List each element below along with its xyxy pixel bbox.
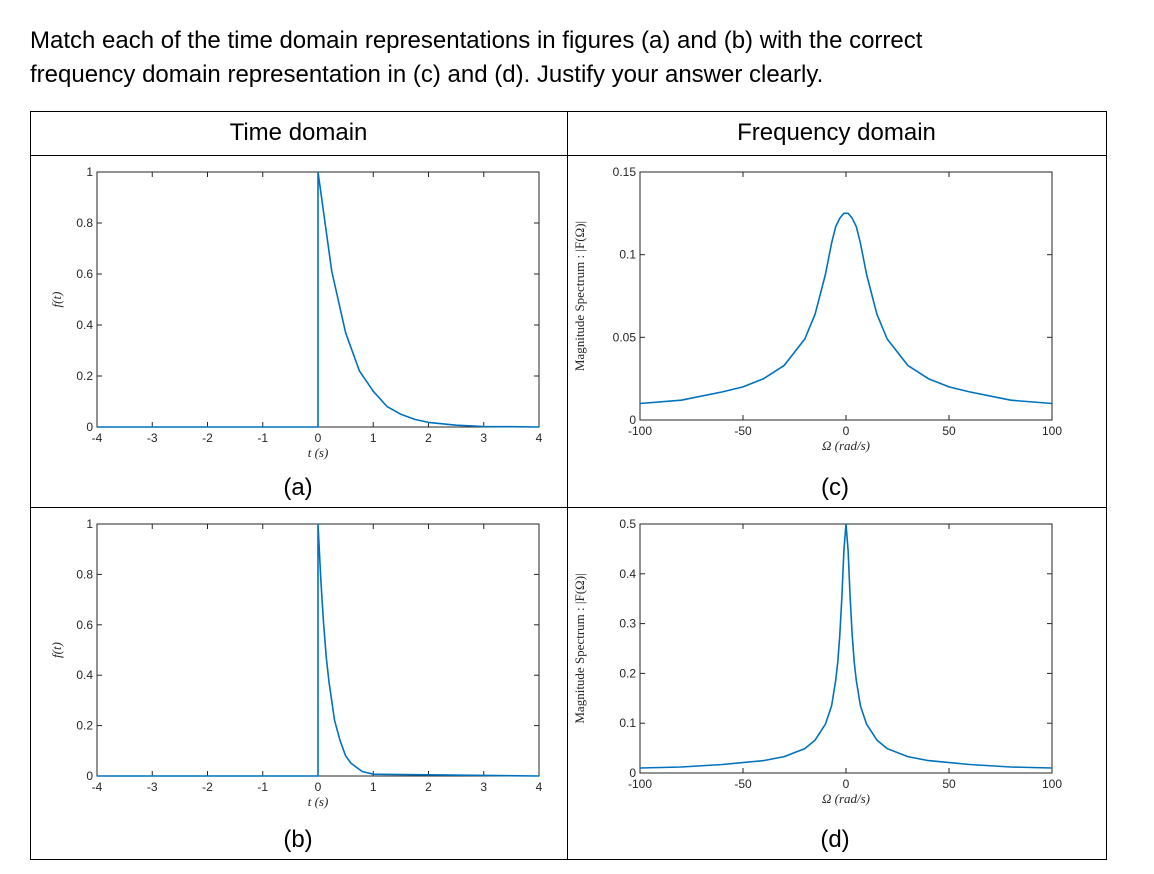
x-tick-label: -1 bbox=[257, 780, 268, 794]
plot-c: -100 -50 0 50 100 0 0.05 0.1 0.15 Ω (rad/s) Magnit… bbox=[572, 165, 1062, 453]
table-border-center bbox=[567, 111, 568, 860]
y-tick-label: 0.4 bbox=[619, 567, 636, 581]
table-border-bottom bbox=[30, 859, 1107, 860]
y-tick-label: 0.2 bbox=[619, 666, 636, 680]
x-tick-label: 50 bbox=[942, 777, 956, 791]
series-line bbox=[97, 171, 540, 428]
plot-b: -4 -3 -2 -1 0 1 2 3 4 0 0.2 0.4 0.6 0.8 1 t (s) f(t) bbox=[49, 517, 543, 809]
x-tick-label: -1 bbox=[257, 431, 268, 445]
y-tick-label: 0 bbox=[86, 420, 93, 434]
y-tick-label: 0.5 bbox=[619, 517, 636, 531]
x-tick-label: 100 bbox=[1042, 777, 1062, 791]
x-tick-label: 4 bbox=[536, 780, 543, 794]
y-tick-label: 0.1 bbox=[619, 248, 636, 262]
y-tick-label: 0.2 bbox=[76, 719, 93, 733]
x-tick-label: 0 bbox=[843, 424, 850, 438]
x-tick-label: 1 bbox=[370, 780, 377, 794]
y-tick-label: 0.15 bbox=[613, 165, 637, 179]
y-tick-label: 0.1 bbox=[619, 716, 636, 730]
axes-box bbox=[639, 523, 1053, 774]
x-tick-label: 4 bbox=[536, 431, 543, 445]
x-tick-label: 0 bbox=[315, 780, 322, 794]
question-line-1: Match each of the time domain representa… bbox=[30, 27, 923, 54]
header-frequency-domain: Frequency domain bbox=[737, 119, 936, 146]
plot-a: -4 -3 -2 -1 0 1 2 3 4 0 0.2 0.4 0.6 0.8 1 t (s) f(t) bbox=[49, 165, 543, 460]
y-tick-label: 0 bbox=[629, 413, 636, 427]
y-tick-label: 0.4 bbox=[76, 318, 93, 332]
x-tick-label: -4 bbox=[92, 780, 103, 794]
axes-box bbox=[639, 171, 1053, 421]
y-tick-label: 1 bbox=[86, 517, 93, 531]
y-tick-label: 0.3 bbox=[619, 617, 636, 631]
caption-a: (a) bbox=[283, 474, 313, 501]
table-border-header bbox=[30, 155, 1107, 156]
x-tick-label: 0 bbox=[315, 431, 322, 445]
y-tick-label: 0.8 bbox=[76, 567, 93, 581]
table-border-left bbox=[30, 111, 31, 860]
x-tick-label: -4 bbox=[92, 431, 103, 445]
y-tick-label: 0.05 bbox=[613, 330, 637, 344]
caption-c: (c) bbox=[821, 474, 849, 501]
y-tick-label: 0.6 bbox=[76, 618, 93, 632]
series-line bbox=[639, 212, 1053, 405]
x-tick-label: -2 bbox=[202, 780, 213, 794]
y-tick-label: 0.8 bbox=[76, 216, 93, 230]
caption-b: (b) bbox=[283, 826, 313, 853]
question-line-2: frequency domain representation in (c) a… bbox=[30, 61, 824, 88]
x-tick-label: 100 bbox=[1042, 424, 1062, 438]
y-axis-label: Magnitude Spectrum : |F(Ω)| bbox=[572, 573, 587, 723]
plot-d: -100 -50 0 50 100 0 0.1 0.2 0.3 0.4 0.5 Ω (rad/s) Ma… bbox=[572, 517, 1062, 806]
x-tick-label: -3 bbox=[147, 780, 158, 794]
y-tick-label: 1 bbox=[86, 165, 93, 179]
y-tick-label: 0.2 bbox=[76, 369, 93, 383]
x-tick-label: 0 bbox=[843, 777, 850, 791]
x-tick-label: -50 bbox=[734, 777, 752, 791]
series-line bbox=[639, 523, 1053, 769]
y-tick-label: 0.6 bbox=[76, 267, 93, 281]
table-border-middle bbox=[30, 507, 1107, 508]
x-tick-label: 2 bbox=[425, 431, 432, 445]
table-border-right bbox=[1106, 111, 1107, 860]
table-border-top bbox=[30, 111, 1107, 112]
x-tick-label: 2 bbox=[425, 780, 432, 794]
header-time-domain: Time domain bbox=[229, 119, 368, 146]
x-tick-label: 50 bbox=[942, 424, 956, 438]
x-tick-label: -100 bbox=[628, 424, 652, 438]
x-tick-label: -50 bbox=[734, 424, 752, 438]
x-tick-label: -2 bbox=[202, 431, 213, 445]
question-text: Match each of the time domain representa… bbox=[30, 24, 1130, 92]
y-axis-label: f(t) bbox=[49, 642, 64, 658]
x-tick-label: 1 bbox=[370, 431, 377, 445]
x-tick-label: -3 bbox=[147, 431, 158, 445]
x-tick-label: 3 bbox=[480, 431, 487, 445]
y-axis-label: f(t) bbox=[49, 292, 64, 308]
x-axis-label: Ω (rad/s) bbox=[822, 438, 870, 453]
x-axis-label: t (s) bbox=[308, 794, 329, 809]
x-tick-label: 3 bbox=[480, 780, 487, 794]
y-axis-label: Magnitude Spectrum : |F(Ω)| bbox=[572, 221, 587, 371]
y-tick-label: 0 bbox=[629, 766, 636, 780]
x-axis-label: Ω (rad/s) bbox=[822, 791, 870, 806]
y-tick-label: 0 bbox=[86, 769, 93, 783]
y-tick-label: 0.4 bbox=[76, 668, 93, 682]
series-line bbox=[97, 523, 540, 777]
x-axis-label: t (s) bbox=[308, 445, 329, 460]
caption-d: (d) bbox=[820, 826, 850, 853]
x-tick-label: -100 bbox=[628, 777, 652, 791]
